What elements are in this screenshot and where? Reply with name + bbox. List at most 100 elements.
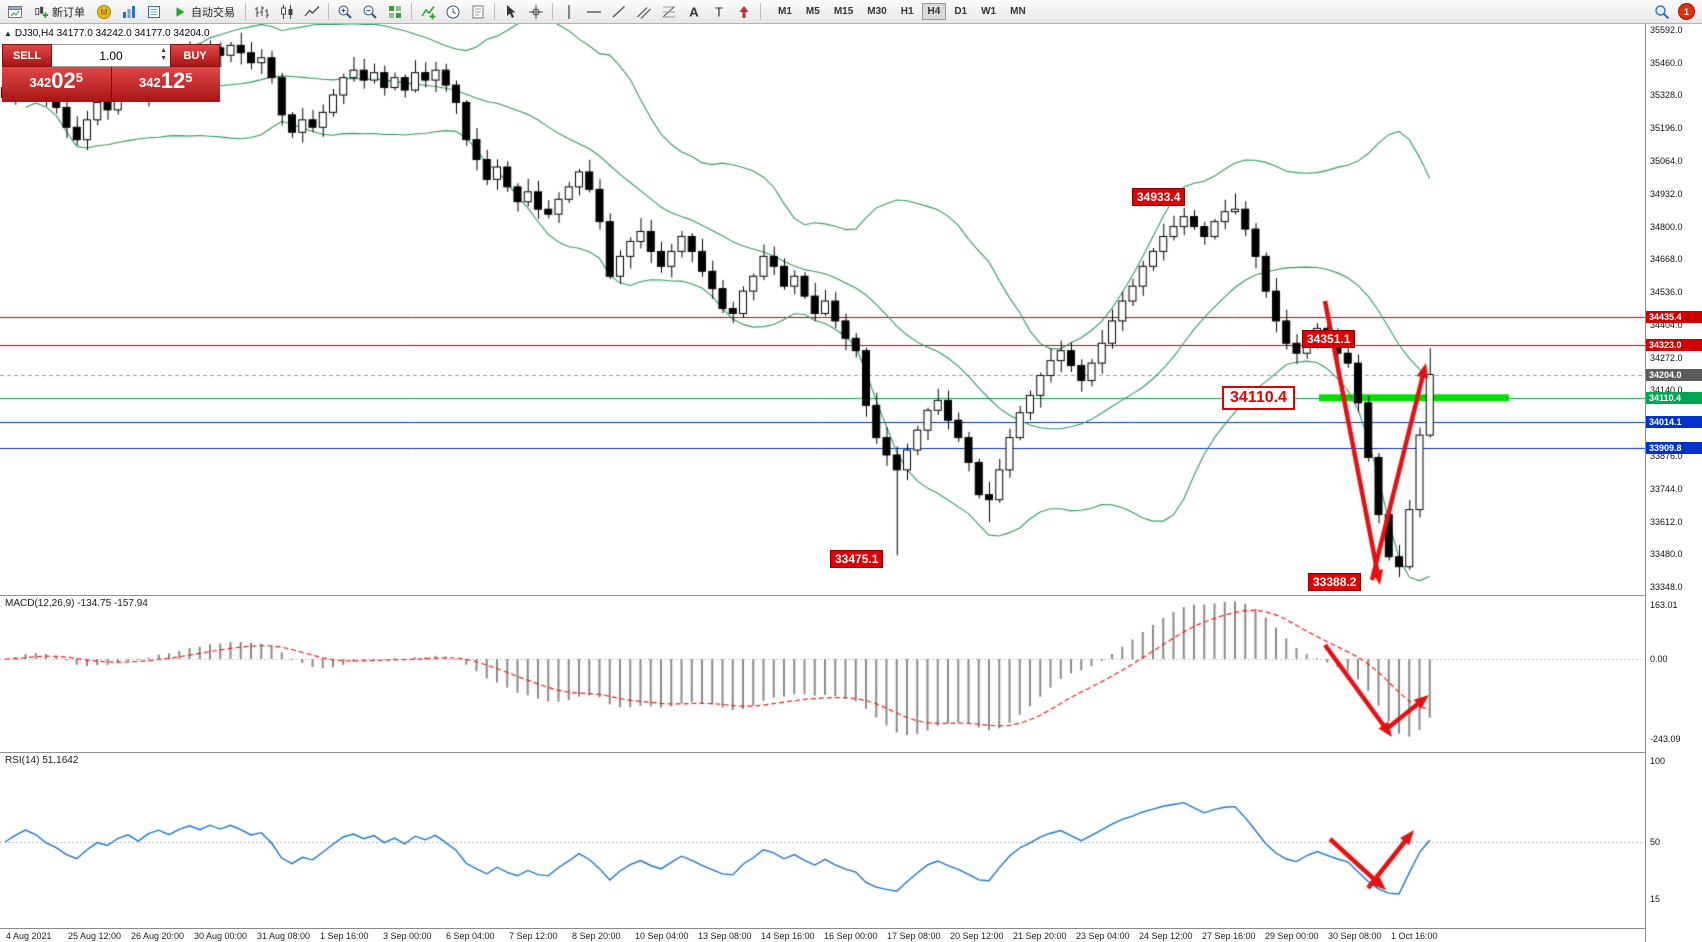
price-tick: 34140.0 <box>1650 385 1683 396</box>
time-axis-label: 20 Sep 12:00 <box>950 931 1004 941</box>
toolbar-separator <box>245 3 246 20</box>
trendline-icon[interactable] <box>607 1 631 23</box>
line-chart-type-icon[interactable] <box>300 1 324 23</box>
auto-trading-label: 自动交易 <box>191 6 235 19</box>
timeframe-d1[interactable]: D1 <box>948 3 973 20</box>
volume-spinner[interactable]: ▲ ▼ <box>160 47 167 62</box>
price-annotation: 34110.4 <box>1222 386 1295 410</box>
time-axis-label: 1 Oct 16:00 <box>1391 931 1438 941</box>
toolbar-separator <box>760 3 761 20</box>
volume-value: 1.00 <box>99 48 123 63</box>
auto-trading-button[interactable]: 自动交易 <box>167 2 241 22</box>
price-tick: 35460.0 <box>1650 57 1683 68</box>
price-tick: 34932.0 <box>1650 188 1683 199</box>
timeframe-m15[interactable]: M15 <box>828 3 859 20</box>
rsi-canvas[interactable] <box>0 753 1645 928</box>
cursor-icon[interactable] <box>499 1 523 23</box>
crosshair-icon[interactable] <box>524 1 548 23</box>
toolbar-separator <box>411 3 412 20</box>
timeframe-h1[interactable]: H1 <box>895 3 920 20</box>
templates-icon[interactable] <box>466 1 490 23</box>
main-chart-panel: ▲ DJ30,H4 34177.0 34242.0 34177.0 34204.… <box>0 24 1645 595</box>
sell-button[interactable]: SELL <box>2 44 52 67</box>
price-level-box: 34014.1 <box>1646 415 1702 428</box>
buy-price[interactable]: 342 12 5 <box>111 67 220 102</box>
time-axis-label: 26 Aug 20:00 <box>131 931 185 941</box>
panel-resize-handle[interactable] <box>0 752 1702 753</box>
arrows-tool-icon[interactable] <box>732 1 756 23</box>
candlestick-type-icon[interactable] <box>275 1 299 23</box>
time-axis-label: 13 Sep 08:00 <box>698 931 752 941</box>
label-icon[interactable]: T <box>707 1 731 23</box>
data-window-icon[interactable] <box>142 1 166 23</box>
toolbar: 新订单 M 自动交易 <box>0 0 1702 24</box>
zoom-out-icon[interactable] <box>358 1 382 23</box>
price-level-box: 34323.0 <box>1646 339 1702 351</box>
time-axis-label: 17 Sep 08:00 <box>887 931 941 941</box>
time-axis-label: 1 Sep 16:00 <box>320 931 369 941</box>
timeframe-h4[interactable]: H4 <box>921 3 947 20</box>
svg-text:M: M <box>101 8 108 17</box>
time-axis[interactable]: 4 Aug 2021 25 Aug 12:00 26 Aug 20:00 30 Aug… <box>0 928 1645 942</box>
rsi-label: RSI(14) 51.1642 <box>5 755 79 766</box>
vertical-line-icon[interactable] <box>557 1 581 23</box>
time-axis-label: 10 Sep 04:00 <box>635 931 689 941</box>
macd-label: MACD(12,26,9) -134.75 -157.94 <box>5 598 148 609</box>
timeframe-m5[interactable]: M5 <box>800 3 826 20</box>
price-tick: 35064.0 <box>1650 156 1683 167</box>
market-watch-icon[interactable] <box>117 1 141 23</box>
periods-icon[interactable] <box>441 1 465 23</box>
channel-icon[interactable] <box>632 1 656 23</box>
time-axis-label: 30 Sep 08:00 <box>1328 931 1382 941</box>
price-tick: 33876.0 <box>1650 450 1683 461</box>
timeframe-m30[interactable]: M30 <box>861 3 892 20</box>
time-axis-label: 29 Sep 00:00 <box>1265 931 1319 941</box>
metaeditor-icon[interactable]: M <box>92 1 116 23</box>
price-tick: 33480.0 <box>1650 549 1683 560</box>
price-level-box: 34204.0 <box>1646 368 1702 381</box>
svg-text:A: A <box>689 4 699 19</box>
buy-button[interactable]: BUY <box>170 44 220 67</box>
zoom-in-icon[interactable] <box>333 1 357 23</box>
sell-price[interactable]: 342 02 5 <box>2 67 111 102</box>
volume-input[interactable]: 1.00 ▲ ▼ <box>52 44 170 67</box>
one-click-panel-toggle-icon[interactable]: ▲ <box>4 29 12 38</box>
rsi-panel: RSI(14) 51.1642 <box>0 753 1645 928</box>
toolbar-separator <box>328 3 329 20</box>
rsi-tick: 50 <box>1650 837 1661 847</box>
price-tick: 34272.0 <box>1650 352 1683 363</box>
price-annotation: 34351.1 <box>1302 330 1356 348</box>
new-order-button[interactable]: 新订单 <box>28 2 91 22</box>
time-axis-label: 27 Sep 16:00 <box>1202 931 1256 941</box>
text-icon[interactable]: A <box>682 1 706 23</box>
fibonacci-icon[interactable] <box>657 1 681 23</box>
time-axis-label: 30 Aug 00:00 <box>194 931 248 941</box>
horizontal-line-icon[interactable] <box>582 1 606 23</box>
macd-canvas[interactable] <box>0 596 1645 752</box>
price-scale[interactable]: 35592.0 35460.0 35328.0 35196.0 35064.0 34932… <box>1645 24 1702 942</box>
timeframe-mn[interactable]: MN <box>1004 3 1032 20</box>
search-icon[interactable] <box>1650 1 1674 23</box>
timeframe-m1[interactable]: M1 <box>772 3 798 20</box>
symbol-ohlc-text: DJ30,H4 34177.0 34242.0 34177.0 34204.0 <box>14 28 210 39</box>
timeframe-group: M1 M5 M15 M30 H1 H4 D1 W1 MN <box>771 3 1033 20</box>
chart-window-icon[interactable] <box>3 1 27 23</box>
price-level-box: 34435.4 <box>1646 311 1702 324</box>
macd-tick: 163.01 <box>1650 600 1678 611</box>
time-axis-label: 8 Sep 20:00 <box>572 931 621 941</box>
price-annotation: 33388.2 <box>1308 573 1362 591</box>
bar-chart-type-icon[interactable] <box>250 1 274 23</box>
toolbar-separator <box>552 3 553 20</box>
price-tick: 33744.0 <box>1650 483 1683 494</box>
time-axis-label: 24 Sep 12:00 <box>1139 931 1193 941</box>
time-axis-label: 31 Aug 08:00 <box>257 931 311 941</box>
indicators-icon[interactable] <box>416 1 440 23</box>
main-chart-canvas[interactable] <box>0 24 1645 595</box>
panel-resize-handle[interactable] <box>0 595 1702 596</box>
timeframe-w1[interactable]: W1 <box>975 3 1002 20</box>
notification-badge[interactable]: 1 <box>1678 3 1695 20</box>
tile-windows-icon[interactable] <box>383 1 407 23</box>
price-tick: 35328.0 <box>1650 90 1683 101</box>
one-click-trading-panel: SELL 1.00 ▲ ▼ BUY 342 02 5 342 12 5 <box>2 44 220 102</box>
price-tick: 33612.0 <box>1650 516 1683 527</box>
